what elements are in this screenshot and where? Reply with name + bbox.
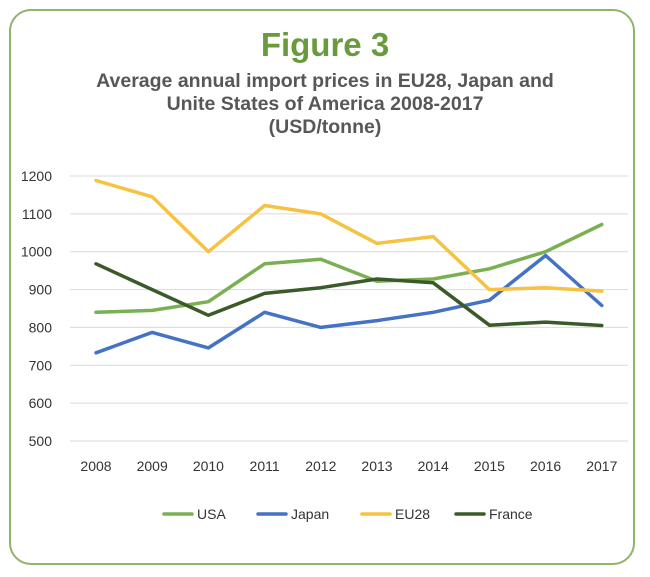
legend: USA Japan EU28 France xyxy=(162,506,533,522)
x-tick-label: 2010 xyxy=(193,458,224,474)
x-tick-label: 2017 xyxy=(586,458,617,474)
chart-title-line-2: Unite States of America 2008-2017 xyxy=(166,93,484,115)
x-tick-label: 2013 xyxy=(361,458,392,474)
y-tick-label: 1100 xyxy=(22,206,52,222)
series-line-france xyxy=(94,262,604,328)
legend-label-usa: USA xyxy=(197,506,226,522)
y-tick-label: 1200 xyxy=(21,168,52,184)
chart-title-line-1: Average annual import prices in EU28, Ja… xyxy=(96,70,554,92)
chart-title-line-3: (USD/tonne) xyxy=(268,116,382,138)
y-tick-label: 600 xyxy=(29,395,53,411)
figure-label: Figure 3 xyxy=(260,26,390,63)
legend-label-eu28: EU28 xyxy=(395,506,430,522)
x-axis-ticks: 2008 2009 2010 2011 2012 2013 2014 2015 2016 2017 xyxy=(80,458,617,474)
series-line-usa xyxy=(94,222,604,315)
y-tick-label: 500 xyxy=(29,433,53,449)
x-tick-label: 2016 xyxy=(530,458,561,474)
y-tick-label: 1000 xyxy=(21,244,52,260)
legend-label-france: France xyxy=(489,506,533,522)
gridlines xyxy=(70,175,628,442)
series-line-eu28 xyxy=(94,178,604,293)
x-tick-label: 2012 xyxy=(305,458,336,474)
series-line-japan xyxy=(94,253,604,355)
x-tick-label: 2009 xyxy=(137,458,168,474)
y-tick-label: 900 xyxy=(29,282,53,298)
x-tick-label: 2014 xyxy=(418,458,449,474)
x-tick-label: 2011 xyxy=(250,458,280,474)
legend-label-japan: Japan xyxy=(291,506,329,522)
series-lines xyxy=(94,178,604,355)
x-tick-label: 2015 xyxy=(474,458,505,474)
chart-title: Average annual import prices in EU28, Ja… xyxy=(0,70,650,139)
y-axis-ticks: 500 600 700 800 900 1000 1100 1200 xyxy=(21,168,52,449)
figure-frame xyxy=(9,9,635,565)
x-tick-label: 2008 xyxy=(80,458,111,474)
y-tick-label: 800 xyxy=(29,319,53,335)
y-tick-label: 700 xyxy=(29,357,53,373)
